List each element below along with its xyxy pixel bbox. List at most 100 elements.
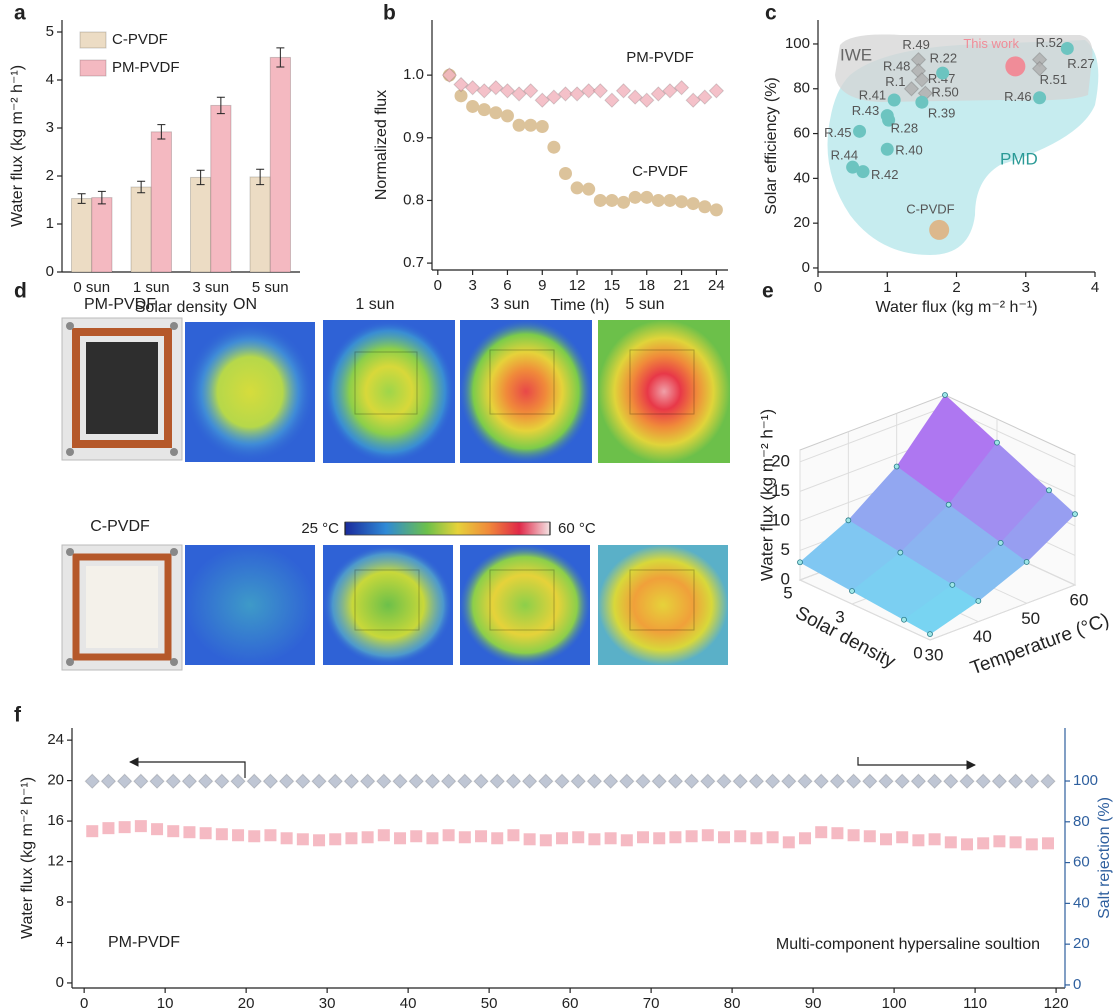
- point-label: R.28: [891, 121, 918, 136]
- marker: [582, 182, 596, 196]
- y-tick-label: 4: [56, 933, 64, 950]
- marker: [554, 773, 570, 789]
- arrow-left: [129, 757, 246, 778]
- marker: [887, 93, 901, 107]
- arrow-right: [857, 757, 976, 770]
- surface-point: [845, 517, 852, 524]
- marker: [914, 72, 930, 88]
- marker: [651, 193, 665, 207]
- marker: [1041, 837, 1054, 850]
- marker: [464, 79, 481, 96]
- marker: [863, 830, 876, 843]
- column-label: 1 sun: [355, 296, 394, 313]
- marker: [853, 124, 867, 138]
- surface-point: [797, 559, 803, 566]
- marker: [134, 820, 147, 833]
- y-axis-label: Normalized flux: [373, 90, 390, 200]
- marker: [829, 773, 846, 789]
- marker: [580, 83, 597, 99]
- colorbar: [344, 521, 551, 536]
- y2-tick-label: 80: [1073, 813, 1090, 830]
- marker: [605, 193, 619, 207]
- marker: [588, 833, 601, 846]
- surface-point: [1046, 487, 1052, 494]
- marker: [512, 118, 526, 132]
- x-axis-label: Water flux (kg m⁻² h⁻¹): [875, 299, 1037, 316]
- error-bar: [137, 180, 146, 194]
- point-label: R.42: [871, 167, 898, 182]
- marker: [640, 190, 654, 204]
- marker: [327, 773, 343, 789]
- panel-label: f: [14, 704, 22, 727]
- x-tick-label: 12: [569, 277, 586, 294]
- marker: [454, 89, 468, 103]
- x-tick-label: 70: [643, 995, 660, 1008]
- marker: [766, 831, 779, 844]
- marker: [700, 773, 716, 789]
- marker: [556, 832, 569, 845]
- marker: [392, 773, 408, 789]
- x-tick-label: 60: [562, 995, 579, 1008]
- marker: [511, 86, 527, 102]
- marker: [862, 773, 878, 789]
- marker: [183, 826, 196, 839]
- point-label: R.45: [824, 125, 851, 140]
- bar: [190, 176, 212, 273]
- error-bar: [97, 190, 106, 205]
- x-tick-label: 110: [963, 995, 987, 1008]
- y-tick-label: 4: [46, 71, 54, 88]
- marker: [149, 773, 165, 789]
- y-tick-label: 0: [46, 263, 54, 280]
- marker: [473, 773, 489, 789]
- marker: [311, 773, 327, 789]
- x-tick-label: 40: [400, 995, 417, 1008]
- marker: [718, 831, 731, 844]
- marker: [856, 165, 870, 179]
- marker: [673, 79, 690, 96]
- marker: [685, 92, 701, 108]
- marker: [926, 773, 943, 789]
- marker: [118, 821, 131, 834]
- point-label: R.50: [931, 85, 958, 100]
- x-tick-label: 4: [1091, 279, 1099, 296]
- legend-swatch: [79, 31, 107, 49]
- marker: [475, 830, 488, 843]
- colorbar-label: 60 °C: [558, 520, 596, 537]
- marker: [846, 160, 860, 174]
- z-tick-label: 10: [771, 510, 790, 529]
- marker: [910, 773, 927, 789]
- x-tick-label: 2: [952, 279, 960, 296]
- region-label: PMD: [1000, 149, 1038, 168]
- marker: [977, 837, 990, 850]
- x-tick-label: 1 sun: [133, 279, 170, 296]
- marker: [84, 773, 100, 789]
- surface-point: [1023, 559, 1030, 565]
- point-label: R.46: [1004, 89, 1031, 104]
- surface-point: [945, 501, 952, 508]
- bar: [71, 198, 93, 273]
- z-axis-label: Water flux (kg m⁻² h⁻¹): [757, 409, 776, 581]
- marker: [732, 773, 748, 789]
- point-label: R.27: [1067, 56, 1094, 71]
- marker: [441, 67, 458, 83]
- marker: [505, 773, 522, 789]
- marker: [248, 830, 261, 843]
- grid-line: [799, 406, 946, 463]
- marker: [569, 86, 585, 102]
- error-bar: [157, 124, 166, 140]
- legend-label: PM-PVDF: [112, 59, 180, 76]
- marker: [100, 773, 117, 789]
- surface-point: [849, 588, 855, 594]
- marker: [521, 773, 538, 789]
- x-tick-label: 20: [238, 995, 255, 1008]
- y-tick-label: 3: [46, 119, 54, 136]
- point-label: C-PVDF: [906, 201, 954, 216]
- annotation: Multi-component hypersaline soultion: [776, 936, 1040, 953]
- marker: [345, 832, 358, 845]
- marker: [522, 83, 539, 99]
- marker: [617, 195, 631, 209]
- error-bar: [216, 96, 225, 115]
- y-axis-label: Solar efficiency (%): [763, 77, 780, 215]
